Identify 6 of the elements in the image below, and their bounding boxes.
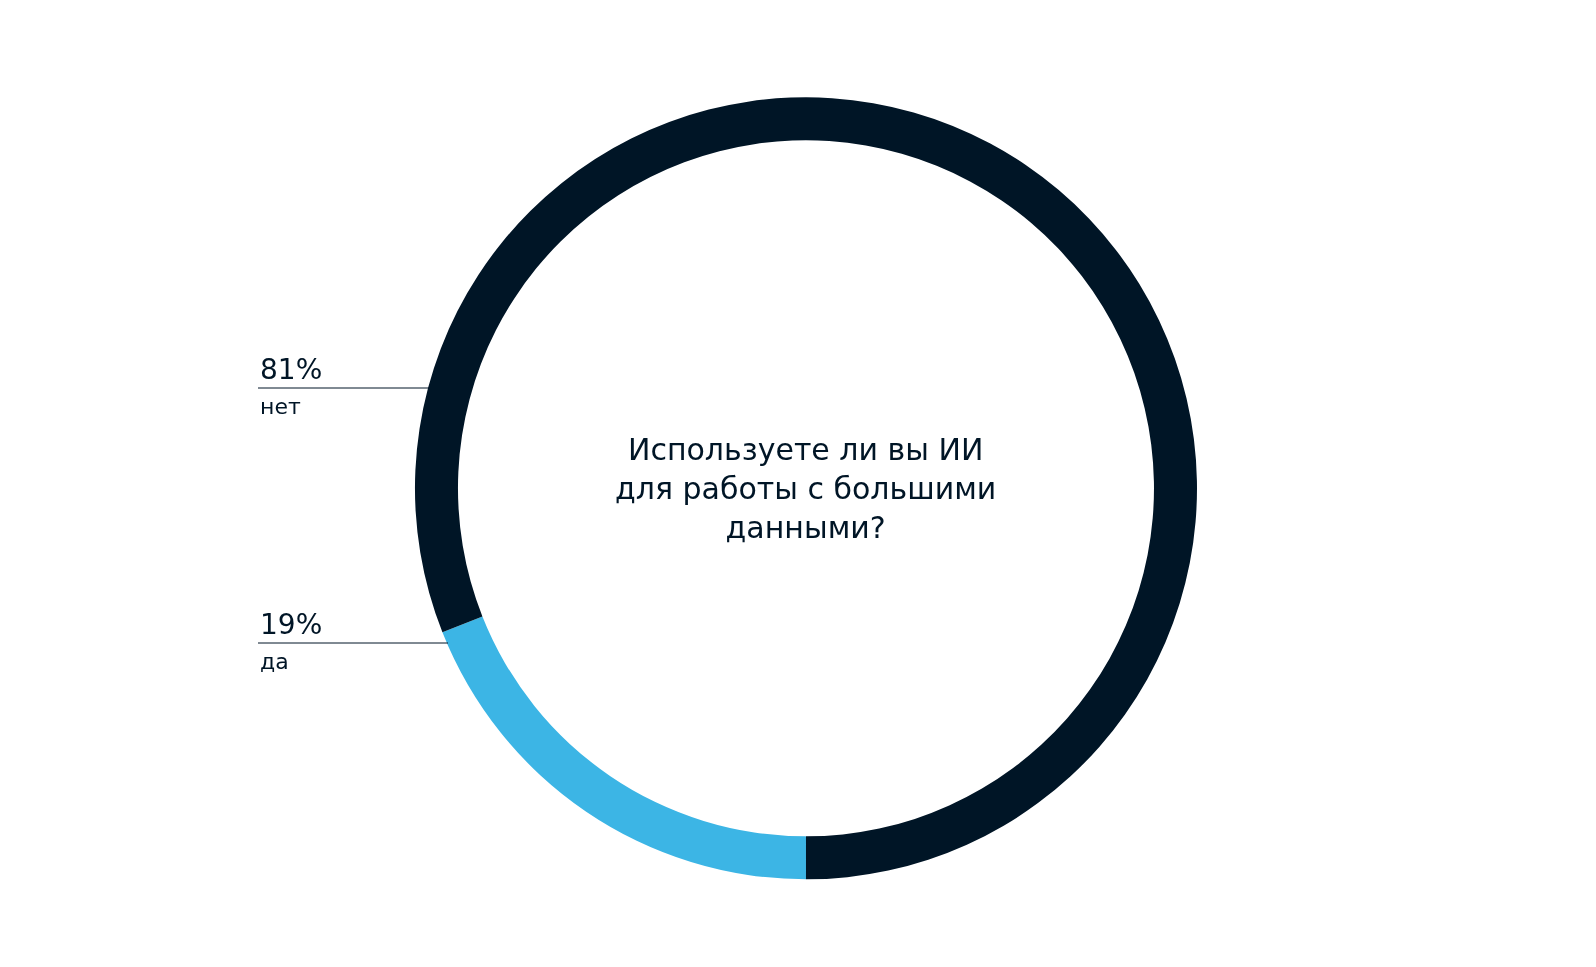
text: Используете ли вы ИИ для работы с большими данными?	[615, 432, 997, 545]
slice-label: нет	[260, 394, 301, 419]
slice-label: да	[260, 649, 289, 674]
donut-slice	[442, 616, 806, 880]
data-label: 81%	[260, 353, 323, 386]
data-label: 19%	[260, 608, 323, 641]
